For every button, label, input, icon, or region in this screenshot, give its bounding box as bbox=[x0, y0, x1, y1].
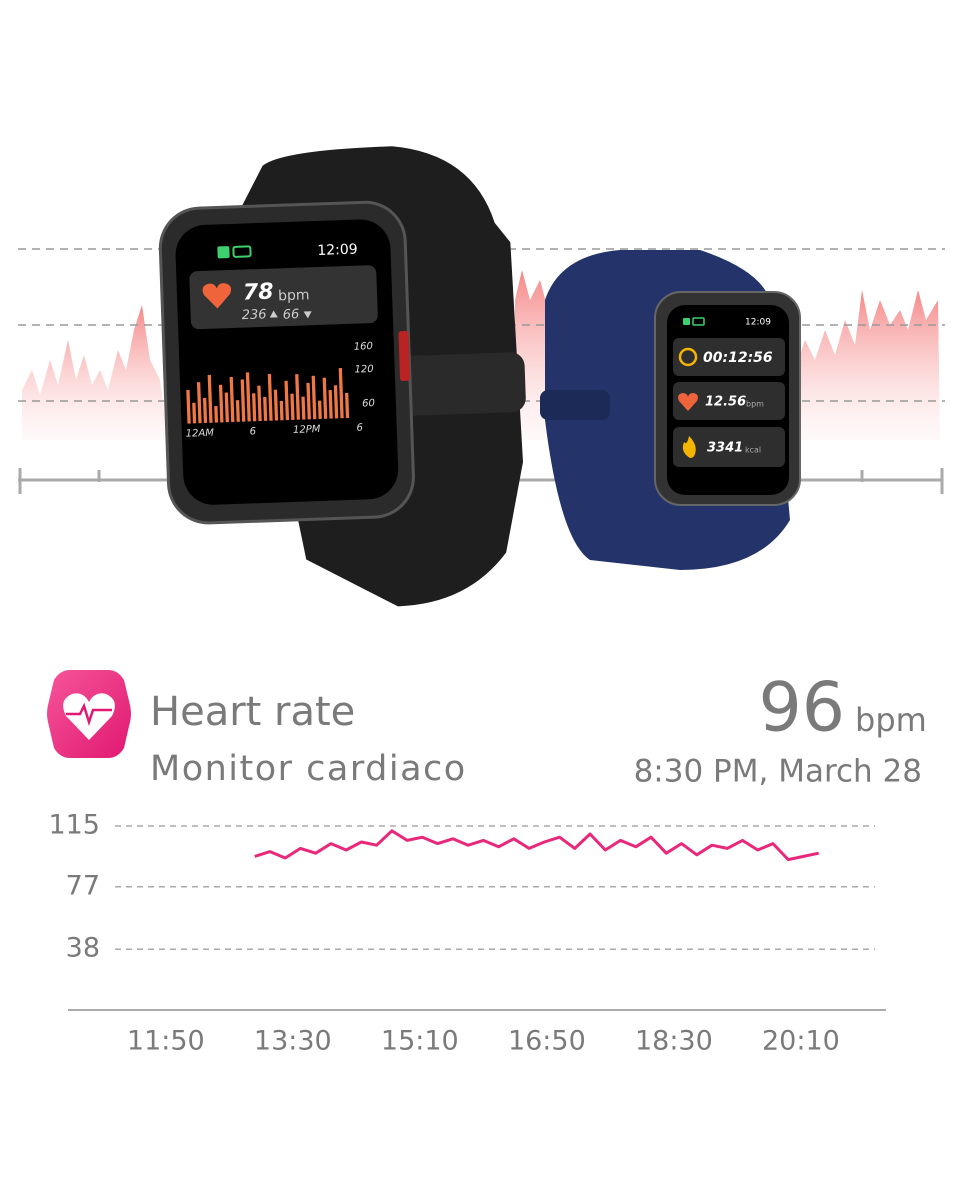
watch-bar bbox=[192, 402, 197, 424]
x-tick-label: 15:10 bbox=[381, 1026, 459, 1057]
watch-x-label: 6 bbox=[249, 426, 256, 437]
watch-y-tick-label: 120 bbox=[354, 364, 373, 376]
watch-bar bbox=[273, 389, 279, 421]
watch-x-label: 12PM bbox=[293, 424, 321, 436]
x-tick-label: 11:50 bbox=[127, 1026, 205, 1057]
heart-rate-small-unit: bpm bbox=[746, 400, 764, 409]
watch-bar bbox=[306, 382, 311, 420]
heart-rate-small: 12.56 bbox=[705, 395, 746, 410]
heart-rate-chart: 38 77 115 11:50 13:30 15:10 16:50 18:30 20:10 bbox=[48, 810, 886, 1057]
max-value: 236 bbox=[241, 307, 266, 323]
watch-bar bbox=[202, 397, 208, 424]
y-tick-label: 115 bbox=[48, 810, 100, 841]
y-tick-label: 38 bbox=[66, 933, 100, 964]
watch-bar bbox=[295, 374, 301, 420]
watch-bar bbox=[235, 400, 240, 422]
watch-bar bbox=[218, 384, 224, 423]
watch-bar bbox=[263, 396, 268, 421]
calories: 3341 bbox=[707, 441, 743, 456]
watch-bar bbox=[240, 379, 246, 422]
watch-bar bbox=[279, 400, 284, 421]
header: Heart rate Monitor cardiaco 96 bpm 8:30 … bbox=[47, 669, 927, 790]
watch-bar bbox=[345, 392, 350, 419]
watch-bar bbox=[245, 372, 251, 422]
subtitle: Monitor cardiaco bbox=[150, 749, 467, 789]
watch-bar bbox=[290, 393, 295, 420]
watch-bar bbox=[301, 396, 306, 420]
watch-bar bbox=[252, 393, 257, 422]
watch-time: 12:09 bbox=[317, 242, 358, 259]
reading: 96 bbox=[758, 669, 845, 748]
watch-bar bbox=[317, 400, 322, 420]
timer: 00:12:56 bbox=[703, 350, 773, 366]
heart-rate-value: 78 bbox=[243, 280, 274, 306]
watch-bar-chart: 60 120 160 12AM 6 12PM 6 bbox=[186, 341, 376, 440]
calories-unit: kcal bbox=[745, 446, 761, 455]
watch-large-screen: 12:09 78 bpm 236 66 60 120 160 12AM 6 12PM 6 bbox=[186, 242, 378, 440]
watch-bar bbox=[338, 367, 344, 419]
line bbox=[254, 829, 819, 862]
watch-small-time: 12:09 bbox=[745, 318, 771, 328]
title: Heart rate bbox=[150, 689, 355, 735]
watch-bar bbox=[196, 382, 202, 424]
watch-bar bbox=[214, 405, 219, 423]
watch-bar bbox=[284, 380, 290, 421]
min-value: 66 bbox=[282, 307, 299, 323]
watch-bar bbox=[229, 376, 235, 423]
watch-y-tick-label: 60 bbox=[362, 398, 375, 409]
heart-rate-unit: bpm bbox=[278, 287, 310, 304]
watch-y-tick-label: 160 bbox=[354, 341, 373, 353]
watch-bar bbox=[257, 385, 262, 422]
watch-bar bbox=[207, 374, 213, 423]
x-tick-label: 18:30 bbox=[635, 1026, 713, 1057]
x-tick-label: 16:50 bbox=[508, 1026, 586, 1057]
watch-bar bbox=[322, 377, 328, 419]
watch-x-label: 12AM bbox=[186, 428, 215, 440]
watch-bar bbox=[224, 392, 229, 423]
watch-x-label: 6 bbox=[356, 422, 363, 433]
watch-bar bbox=[186, 389, 191, 424]
reading-unit: bpm bbox=[855, 701, 927, 739]
watch-bar bbox=[328, 390, 333, 419]
watch-small: 12:09 00:12:56 12.56 bpm 3341 kcal bbox=[540, 250, 801, 570]
x-tick-label: 20:10 bbox=[762, 1026, 840, 1057]
watch-large: 12:09 78 bpm 236 66 60 120 160 12AM 6 12PM 6 bbox=[158, 146, 526, 607]
y-tick-label: 77 bbox=[66, 870, 100, 901]
timestamp: 8:30 PM, March 28 bbox=[634, 754, 922, 790]
watch-bar bbox=[267, 373, 273, 421]
watch-bar bbox=[333, 385, 339, 419]
x-tick-label: 13:30 bbox=[254, 1026, 332, 1057]
watch-bar bbox=[311, 375, 317, 420]
